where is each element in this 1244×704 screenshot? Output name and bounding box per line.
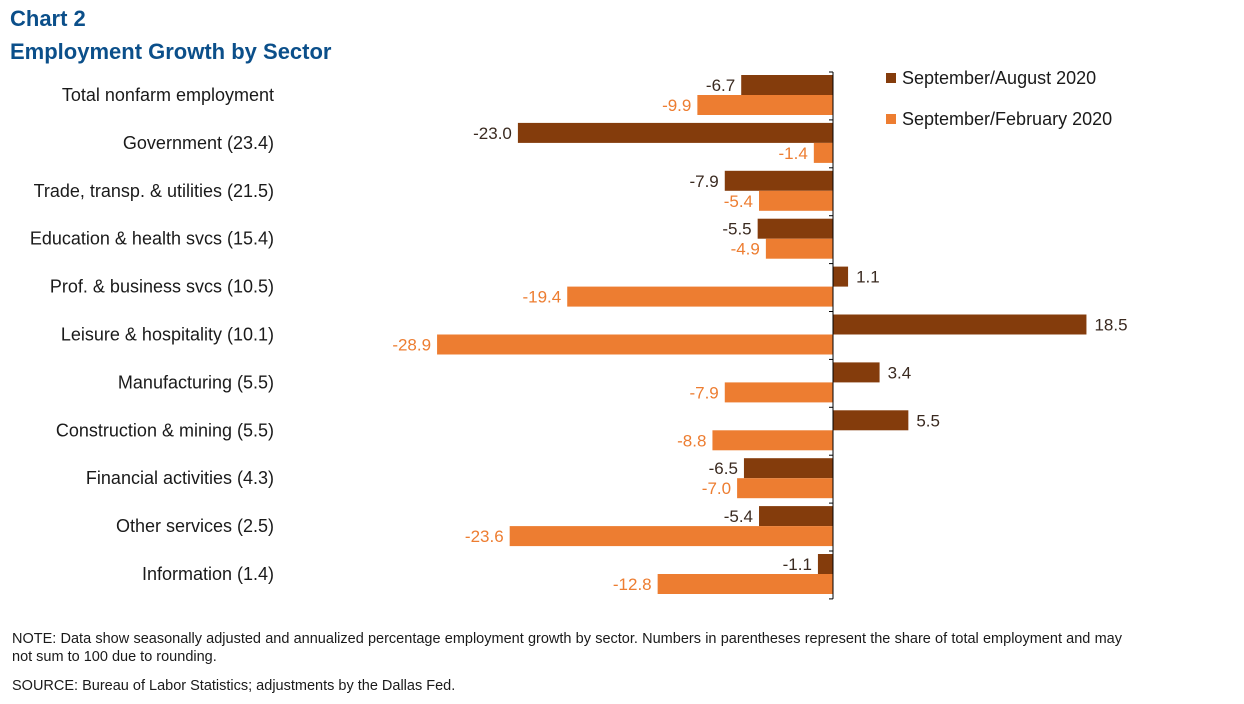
data-label: -9.9 [662,96,691,115]
legend-swatch [886,73,896,83]
data-label: -19.4 [522,288,561,307]
category-label: Other services (2.5) [116,516,274,536]
data-label: -12.8 [613,575,652,594]
category-label: Trade, transp. & utilities (21.5) [34,181,274,201]
data-label: -5.5 [722,220,751,239]
bar [737,478,833,499]
bar [509,526,833,547]
bar [657,574,833,594]
data-label: -7.9 [689,383,718,402]
category-label: Manufacturing (5.5) [118,372,274,392]
data-label: -23.6 [465,527,504,546]
data-label: 18.5 [1094,316,1127,335]
category-label: Government (23.4) [123,133,274,153]
data-label: -6.7 [706,76,735,95]
category-label: Financial activities (4.3) [86,468,274,488]
bar-chart: Total nonfarm employment -6.7 -9.9 Governme… [30,68,1128,600]
data-label: -7.0 [702,479,731,498]
bar [757,218,833,239]
data-label: -4.9 [731,240,760,259]
bar [765,238,833,259]
bar [437,334,833,355]
data-label: -8.8 [677,431,706,450]
bar [833,314,1087,335]
data-label: -1.1 [783,555,812,574]
bar [759,190,833,211]
data-label: -5.4 [724,192,753,211]
chart-note: NOTE: Data show seasonally adjusted and … [12,631,1122,665]
bar [697,95,833,115]
data-label: -6.5 [709,459,738,478]
bar [712,430,833,451]
bar [517,122,833,143]
category-label: Prof. & business svcs (10.5) [50,277,274,297]
bar [567,286,833,307]
bar [833,266,849,287]
legend-label: September/February 2020 [902,109,1112,129]
legend-swatch [886,114,896,124]
category-label: Total nonfarm employment [62,85,274,105]
data-label: -7.9 [689,172,718,191]
category-label: Education & health svcs (15.4) [30,229,274,249]
bar [833,362,880,383]
chart-source: SOURCE: Bureau of Labor Statistics; adju… [12,678,456,694]
data-label: 1.1 [856,268,880,287]
category-label: Information (1.4) [142,564,274,584]
bar [724,170,833,191]
chart-kicker: Chart 2 [10,6,86,31]
bar [743,458,833,479]
category-label: Construction & mining (5.5) [56,420,274,440]
bar [813,142,833,163]
category-label: Leisure & hospitality (10.1) [61,325,274,345]
bar [741,75,833,95]
data-label: -28.9 [392,336,431,355]
chart-title: Employment Growth by Sector [10,39,332,64]
data-label: 5.5 [916,411,940,430]
data-label: -23.0 [473,124,512,143]
data-label: -5.4 [724,507,753,526]
data-label: -1.4 [779,144,808,163]
bar [724,382,833,403]
bar [759,506,833,527]
legend-label: September/August 2020 [902,68,1096,88]
data-label: 3.4 [888,363,912,382]
bar [817,554,833,574]
bar [833,410,909,431]
